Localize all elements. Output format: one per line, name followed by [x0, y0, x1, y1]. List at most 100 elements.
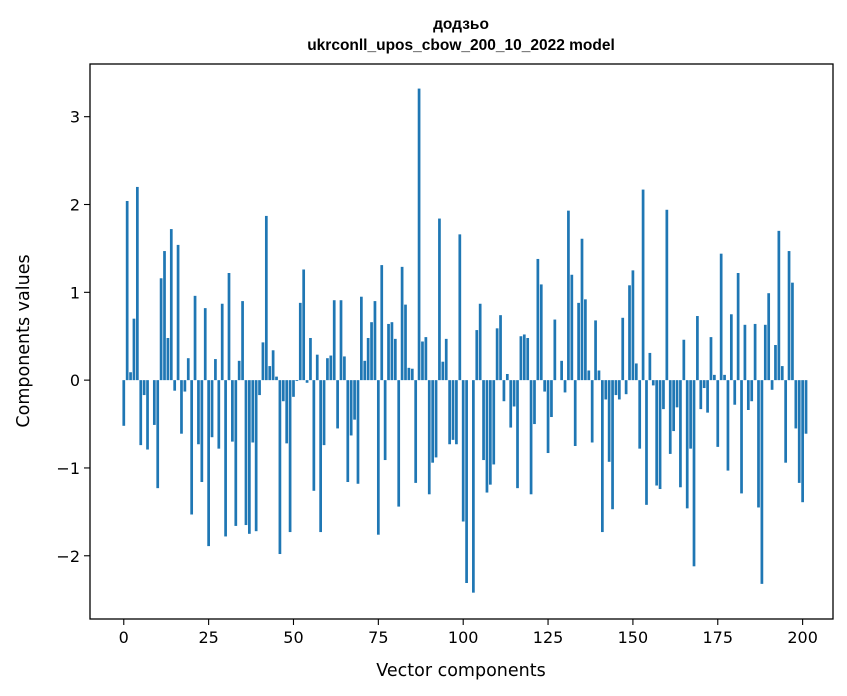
bar-127: [553, 319, 557, 381]
bar-151: [634, 363, 638, 381]
bar-109: [492, 380, 496, 465]
bar-163: [675, 380, 679, 408]
bar-164: [679, 380, 682, 488]
bar-200: [801, 380, 804, 503]
x-tick-label: 25: [198, 628, 218, 647]
bar-160: [665, 209, 669, 381]
bar-183: [743, 324, 747, 381]
bar-147: [621, 317, 625, 381]
bar-71: [363, 360, 367, 381]
bar-86: [414, 380, 418, 483]
bar-29: [220, 303, 224, 381]
bar-173: [709, 337, 713, 381]
bar-129: [560, 360, 563, 381]
y-tick-label: 3: [70, 108, 80, 127]
bar-190: [767, 293, 771, 381]
plot-frame: [89, 63, 834, 620]
bar-149: [628, 285, 631, 381]
bar-159: [662, 380, 665, 410]
bar-141: [601, 380, 604, 533]
bar-79: [390, 322, 394, 381]
bar-95: [444, 338, 448, 381]
bar-195: [784, 380, 788, 463]
bar-142: [604, 380, 608, 400]
bar-44: [271, 350, 275, 381]
bar-40: [258, 380, 261, 396]
bar-171: [702, 380, 706, 389]
bar-198: [794, 380, 798, 429]
bar-45: [275, 376, 278, 381]
bar-133: [573, 380, 577, 446]
bar-186: [753, 323, 757, 381]
bar-31: [227, 273, 231, 381]
bar-161: [668, 380, 672, 454]
bar-175: [716, 380, 720, 447]
bar-124: [543, 380, 547, 392]
bar-66: [346, 380, 350, 483]
bar-91: [431, 380, 435, 463]
bar-170: [699, 380, 703, 410]
bar-105: [478, 303, 482, 381]
y-tick-label: 2: [70, 196, 80, 215]
bar-145: [614, 380, 618, 396]
bar-152: [638, 380, 642, 449]
bar-19: [186, 358, 190, 381]
bar-53: [302, 269, 306, 381]
x-tick-label: 150: [618, 628, 649, 647]
bar-153: [641, 189, 645, 381]
bar-22: [197, 380, 200, 445]
bar-39: [254, 380, 258, 532]
bar-58: [319, 380, 322, 533]
bar-17: [180, 380, 183, 434]
bar-168: [692, 380, 696, 567]
bar-180: [733, 380, 737, 405]
bar-93: [438, 218, 441, 381]
y-axis-label: Components values: [14, 254, 34, 427]
bar-123: [539, 284, 543, 381]
x-tick-label: 75: [368, 628, 388, 647]
bar-18: [183, 380, 187, 392]
bar-119: [526, 337, 530, 381]
bar-201: [804, 380, 808, 434]
bar-67: [349, 380, 353, 436]
bar-156: [651, 380, 655, 386]
bar-148: [624, 380, 628, 395]
bar-55: [309, 337, 312, 381]
bar-116: [516, 380, 519, 489]
chart-title: додзьо: [433, 16, 489, 33]
bar-111: [499, 315, 502, 381]
bar-7: [146, 380, 149, 450]
bar-125: [546, 380, 550, 454]
bar-32: [231, 380, 234, 442]
bar-131: [567, 210, 570, 381]
x-tick-label: 200: [787, 628, 818, 647]
bar-70: [360, 296, 363, 381]
bar-56: [312, 380, 316, 491]
bar-138: [590, 380, 594, 443]
bar-69: [356, 380, 360, 484]
bar-130: [563, 380, 567, 393]
bar-23: [200, 380, 204, 483]
bar-143: [607, 380, 611, 462]
bar-13: [166, 337, 170, 381]
bar-177: [723, 374, 726, 381]
bar-68: [353, 380, 356, 420]
bar-89: [424, 337, 428, 381]
bar-140: [597, 370, 601, 381]
bar-121: [533, 380, 536, 425]
bar-191: [770, 380, 774, 390]
bar-99: [458, 234, 462, 381]
bar-36: [244, 380, 248, 526]
bar-85: [410, 368, 414, 381]
bar-139: [594, 320, 597, 381]
bar-2: [129, 372, 132, 381]
bar-178: [726, 380, 730, 471]
bar-26: [210, 380, 214, 438]
bar-37: [248, 380, 251, 534]
bar-49: [288, 380, 292, 533]
bar-83: [404, 304, 407, 381]
bar-94: [441, 361, 445, 381]
bar-59: [322, 380, 326, 446]
bar-146: [617, 380, 621, 400]
